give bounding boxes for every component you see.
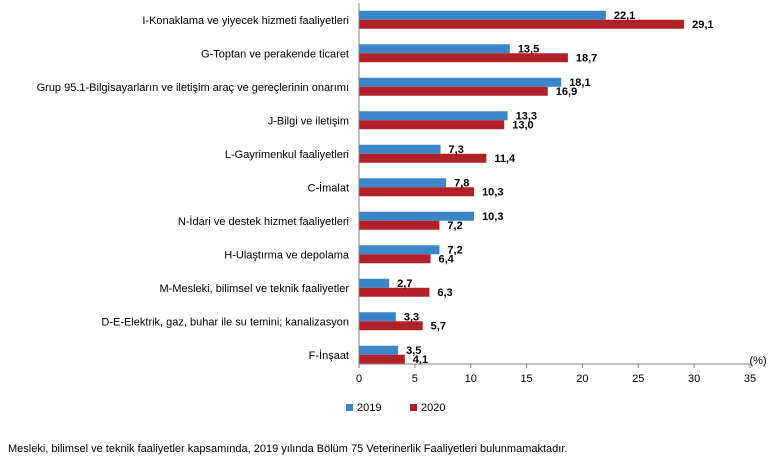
bar-2020-2 <box>359 53 568 63</box>
bar-2020-11 <box>359 354 405 364</box>
bar-2019-10 <box>359 312 396 322</box>
x-tick-label-5: 5 <box>412 373 418 385</box>
bar-2019-3 <box>359 77 562 87</box>
x-tick-label-10: 10 <box>465 373 477 385</box>
category-label-9: M-Mesleki, bilimsel ve teknik faaliyetle… <box>160 283 350 295</box>
value-label-2019-5: 7,3 <box>449 144 464 156</box>
value-label-2020-11: 4,1 <box>413 354 428 366</box>
value-label-2020-10: 5,7 <box>431 320 446 332</box>
value-label-2020-7: 7,2 <box>447 220 462 232</box>
value-label-2019-7: 10,3 <box>482 211 503 223</box>
value-labels: 22,1 29,1 13,5 18,7 18,116,9 13,313,0 7,3 11,4 7… <box>397 10 713 366</box>
bar-2019-6 <box>359 178 447 188</box>
category-label-6: C-İmalat <box>307 181 349 194</box>
bar-2019-1 <box>359 10 606 20</box>
bar-2019-11 <box>359 345 399 355</box>
bar-2020-7 <box>359 220 440 230</box>
x-tick-label-25: 25 <box>632 373 644 385</box>
bar-2020-6 <box>359 187 475 197</box>
category-label-11: F-İnşaat <box>309 349 349 362</box>
bar-2019-2 <box>359 44 510 54</box>
x-tick-label-15: 15 <box>520 373 532 385</box>
bar-2020-1 <box>359 19 685 29</box>
value-label-2019-10: 3,3 <box>404 311 419 323</box>
legend-swatch-2019 <box>346 404 353 411</box>
bar-2019-4 <box>359 111 508 121</box>
category-label-8: H-Ulaştırma ve depolama <box>224 249 350 261</box>
value-label-2019-11: 3,5 <box>406 345 421 357</box>
value-label-2020-2: 18,7 <box>576 52 597 64</box>
legend: 2019 2020 <box>346 402 445 414</box>
value-label-2020-9: 6,3 <box>437 287 452 299</box>
x-tick-label-20: 20 <box>576 373 588 385</box>
category-label-4: J-Bilgi ve iletişim <box>268 115 349 127</box>
value-label-2019-3: 18,1 <box>569 77 590 89</box>
bar-2020-5 <box>359 153 487 163</box>
bar-2020-10 <box>359 321 423 331</box>
category-label-3: Grup 95.1-Bilgisayarların ve iletişim ar… <box>37 82 349 94</box>
value-label-2020-1: 29,1 <box>692 19 713 31</box>
value-label-2019-4: 13,3 <box>516 110 537 122</box>
bar-2019-7 <box>359 211 475 221</box>
category-labels: I-Konaklama ve yiyecek hizmeti faaliyetl… <box>37 15 350 362</box>
category-label-1: I-Konaklama ve yiyecek hizmeti faaliyetl… <box>142 15 349 27</box>
unit-label: (%) <box>749 355 766 367</box>
value-label-2019-1: 22,1 <box>614 10 635 22</box>
value-label-2020-3: 16,9 <box>556 86 577 98</box>
bar-2019-8 <box>359 245 440 255</box>
value-label-2020-8: 6,4 <box>438 253 454 265</box>
x-axis: 0 5 10 15 20 25 30 35 <box>356 3 756 385</box>
bars <box>359 10 685 364</box>
x-tick-label-30: 30 <box>688 373 700 385</box>
category-label-5: L-Gayrimenkul faaliyetleri <box>225 149 349 161</box>
x-tick-label-0: 0 <box>356 373 362 385</box>
value-label-2020-4: 13,0 <box>512 119 533 131</box>
legend-label-2020: 2020 <box>421 402 445 414</box>
bar-2019-5 <box>359 144 441 154</box>
value-label-2019-9: 2,7 <box>397 278 412 290</box>
category-label-2: G-Toptan ve perakende ticaret <box>201 48 349 60</box>
value-label-2019-8: 7,2 <box>447 244 462 256</box>
category-label-10: D-E-Elektrik, gaz, buhar ile su temini; … <box>101 316 349 328</box>
x-tick-label-35: 35 <box>744 373 756 385</box>
value-label-2020-6: 10,3 <box>482 186 503 198</box>
value-label-2020-5: 11,4 <box>494 153 516 165</box>
legend-label-2019: 2019 <box>357 402 381 414</box>
legend-swatch-2020 <box>410 404 417 411</box>
value-label-2019-6: 7,8 <box>454 177 469 189</box>
category-label-7: N-İdari ve destek hizmet faaliyetleri <box>178 215 349 228</box>
bar-2020-8 <box>359 254 431 264</box>
bar-2020-9 <box>359 287 430 297</box>
bar-2020-3 <box>359 86 548 96</box>
bar-2019-9 <box>359 278 390 288</box>
footnote: Mesleki, bilimsel ve teknik faaliyetler … <box>8 443 568 455</box>
bar-2020-4 <box>359 120 505 130</box>
value-label-2019-2: 13,5 <box>518 43 539 55</box>
